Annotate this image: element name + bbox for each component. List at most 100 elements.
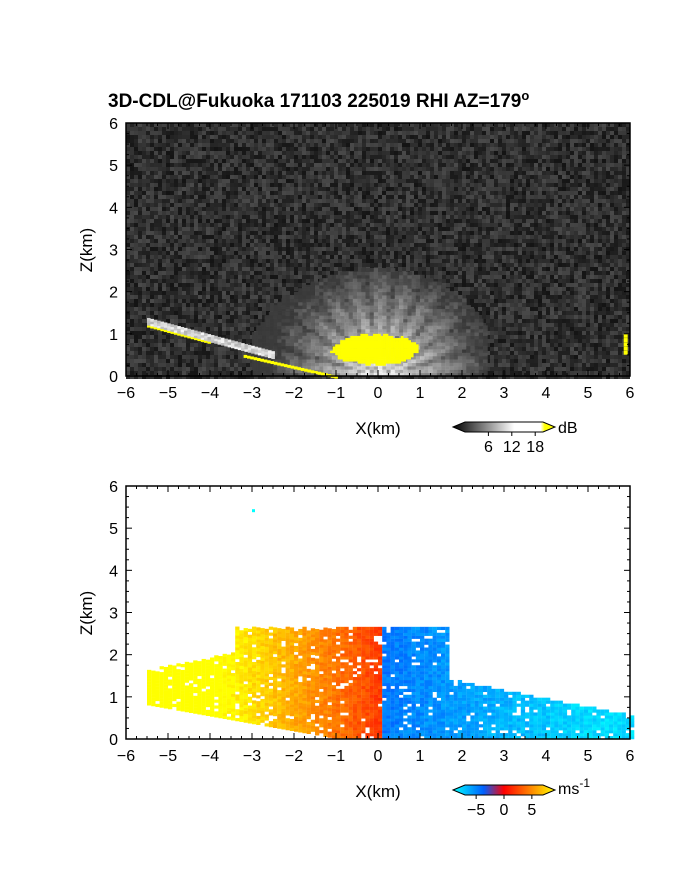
noise-pixel bbox=[418, 271, 422, 275]
noise-pixel bbox=[154, 255, 158, 259]
noise-pixel bbox=[186, 211, 190, 215]
noise-pixel bbox=[214, 207, 218, 211]
noise-pixel bbox=[382, 207, 386, 211]
noise-pixel bbox=[562, 195, 566, 199]
noise-pixel bbox=[506, 159, 510, 163]
noise-pixel bbox=[190, 191, 194, 195]
noise-pixel bbox=[210, 163, 214, 167]
noise-pixel bbox=[262, 183, 266, 187]
noise-pixel bbox=[258, 147, 262, 151]
noise-pixel bbox=[542, 159, 546, 163]
noise-pixel bbox=[230, 155, 234, 159]
noise-pixel bbox=[590, 247, 594, 251]
noise-pixel bbox=[254, 187, 258, 191]
noise-pixel bbox=[270, 183, 274, 187]
noise-pixel bbox=[502, 235, 506, 239]
noise-pixel bbox=[394, 215, 398, 219]
noise-pixel bbox=[510, 151, 514, 155]
noise-pixel bbox=[358, 123, 362, 127]
noise-pixel bbox=[298, 123, 302, 127]
noise-pixel bbox=[614, 251, 618, 255]
noise-pixel bbox=[622, 135, 626, 139]
noise-pixel bbox=[306, 143, 310, 147]
noise-pixel bbox=[490, 275, 494, 279]
noise-pixel bbox=[286, 127, 290, 131]
noise-pixel bbox=[426, 203, 430, 207]
noise-pixel bbox=[398, 199, 402, 203]
noise-pixel bbox=[598, 227, 602, 231]
noise-pixel bbox=[290, 139, 294, 143]
noise-pixel bbox=[402, 215, 406, 219]
noise-pixel bbox=[138, 211, 142, 215]
noise-pixel bbox=[274, 247, 278, 251]
noise-pixel bbox=[242, 271, 246, 275]
noise-pixel bbox=[606, 127, 610, 131]
noise-pixel bbox=[530, 171, 534, 175]
noise-pixel bbox=[614, 151, 618, 155]
noise-pixel bbox=[374, 147, 378, 151]
noise-pixel bbox=[130, 255, 134, 259]
noise-pixel bbox=[278, 243, 282, 247]
noise-pixel bbox=[550, 259, 554, 263]
noise-pixel bbox=[514, 267, 518, 271]
noise-pixel bbox=[382, 259, 386, 263]
noise-pixel bbox=[434, 247, 438, 251]
noise-pixel bbox=[182, 151, 186, 155]
noise-pixel bbox=[314, 187, 318, 191]
noise-pixel bbox=[306, 167, 310, 171]
noise-pixel bbox=[194, 195, 198, 199]
noise-pixel bbox=[518, 195, 522, 199]
noise-pixel bbox=[194, 267, 198, 271]
noise-pixel bbox=[326, 167, 330, 171]
noise-pixel bbox=[202, 247, 206, 251]
noise-pixel bbox=[378, 231, 382, 235]
noise-pixel bbox=[562, 223, 566, 227]
noise-pixel bbox=[470, 267, 474, 271]
noise-pixel bbox=[502, 239, 506, 243]
noise-pixel bbox=[274, 227, 278, 231]
noise-pixel bbox=[498, 159, 502, 163]
noise-pixel bbox=[402, 135, 406, 139]
noise-pixel bbox=[402, 191, 406, 195]
noise-pixel bbox=[154, 275, 158, 279]
noise-pixel bbox=[178, 219, 182, 223]
noise-pixel bbox=[254, 159, 258, 163]
noise-pixel bbox=[442, 247, 446, 251]
noise-pixel bbox=[478, 187, 482, 191]
noise-pixel bbox=[302, 175, 306, 179]
noise-pixel bbox=[498, 259, 502, 263]
noise-pixel bbox=[234, 123, 238, 127]
noise-pixel bbox=[174, 219, 178, 223]
noise-pixel bbox=[506, 255, 510, 259]
noise-pixel bbox=[590, 243, 594, 247]
noise-pixel bbox=[518, 155, 522, 159]
noise-pixel bbox=[194, 219, 198, 223]
noise-pixel bbox=[482, 267, 486, 271]
noise-pixel bbox=[626, 267, 630, 271]
noise-pixel bbox=[610, 163, 614, 167]
noise-pixel bbox=[506, 267, 510, 271]
noise-pixel bbox=[546, 255, 550, 259]
noise-pixel bbox=[202, 255, 206, 259]
noise-pixel bbox=[586, 263, 590, 267]
noise-pixel bbox=[318, 271, 322, 275]
noise-pixel bbox=[578, 147, 582, 151]
noise-pixel bbox=[426, 135, 430, 139]
noise-pixel bbox=[610, 263, 614, 267]
noise-pixel bbox=[278, 131, 282, 135]
noise-pixel bbox=[250, 243, 254, 247]
noise-pixel bbox=[506, 147, 510, 151]
noise-pixel bbox=[278, 171, 282, 175]
noise-pixel bbox=[258, 143, 262, 147]
noise-pixel bbox=[202, 219, 206, 223]
noise-pixel bbox=[474, 195, 478, 199]
noise-pixel bbox=[218, 143, 222, 147]
noise-pixel bbox=[558, 167, 562, 171]
noise-pixel bbox=[150, 143, 154, 147]
noise-pixel bbox=[162, 127, 166, 131]
noise-pixel bbox=[322, 203, 326, 207]
noise-pixel bbox=[250, 167, 254, 171]
noise-pixel bbox=[466, 239, 470, 243]
noise-pixel bbox=[178, 175, 182, 179]
noise-pixel bbox=[322, 247, 326, 251]
